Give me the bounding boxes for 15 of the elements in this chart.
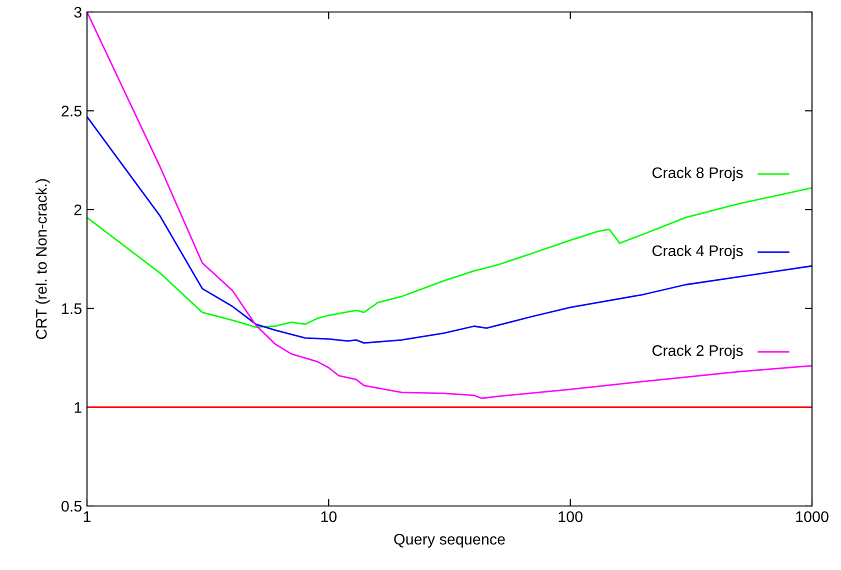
x-tick-label: 1000: [796, 511, 828, 522]
legend-label: Crack 8 Projs: [652, 166, 743, 182]
y-tick-label: 2: [74, 204, 82, 216]
legend-label: Crack 4 Projs: [652, 244, 743, 260]
y-tick-label: 2.5: [62, 106, 82, 116]
y-tick-label: 1.5: [62, 303, 82, 314]
x-tick-label: 1: [84, 511, 91, 522]
legend-label: Crack 2 Projs: [652, 344, 743, 359]
y-tick-label: 3: [74, 6, 82, 18]
y-tick-label: 1: [74, 402, 82, 413]
y-axis-title: CRT (rel. to Non-crack.): [36, 179, 50, 340]
y-tick-label: 0.5: [62, 500, 82, 512]
x-axis-title: Query sequence: [394, 534, 505, 548]
x-tick-label: 10: [321, 511, 337, 522]
x-tick-label: 100: [558, 511, 582, 522]
